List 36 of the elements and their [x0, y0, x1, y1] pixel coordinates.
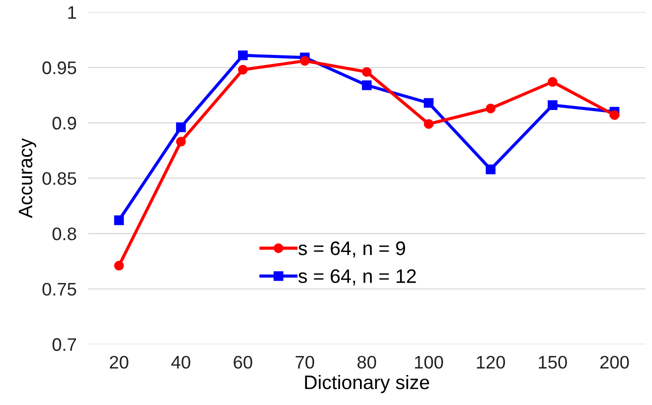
y-tick-label: 0.8	[52, 227, 76, 240]
x-tick-label: 60	[234, 356, 252, 369]
x-tick-label: 40	[171, 356, 190, 369]
x-tick-label: 150	[538, 356, 567, 369]
point	[238, 50, 248, 60]
x-tick-label: 100	[415, 356, 444, 369]
x-tick-label: 70	[296, 356, 314, 369]
point	[610, 110, 620, 120]
point	[114, 215, 124, 226]
point	[300, 56, 310, 66]
x-tick-label: 120	[476, 356, 505, 369]
point	[362, 80, 372, 90]
x-tick-label: 80	[357, 356, 376, 369]
x-tick-label: 200	[600, 356, 629, 369]
point	[238, 64, 248, 75]
point	[176, 122, 186, 132]
point	[424, 119, 434, 129]
y-tick-label: 1	[68, 6, 76, 19]
point	[486, 104, 496, 114]
point	[486, 164, 496, 174]
y-tick-label: 0.95	[42, 61, 76, 74]
y-tick-label: 0.75	[42, 282, 76, 296]
point	[114, 260, 124, 271]
y-tick-label: 0.85	[42, 172, 76, 185]
x-tick-label: 20	[110, 356, 128, 369]
y-axis-title: Accuracy	[18, 138, 36, 218]
legend-label: s = 64, n = 12	[298, 269, 416, 286]
legend-label: s = 64, n = 9	[298, 241, 406, 258]
point	[176, 136, 186, 147]
point	[424, 98, 434, 108]
y-tick-label: 0.9	[52, 116, 76, 130]
point	[362, 67, 372, 77]
x-axis-title: Dictionary size	[305, 374, 430, 394]
y-tick-label: 0.7	[52, 338, 76, 351]
point	[548, 77, 558, 87]
point	[548, 100, 558, 110]
